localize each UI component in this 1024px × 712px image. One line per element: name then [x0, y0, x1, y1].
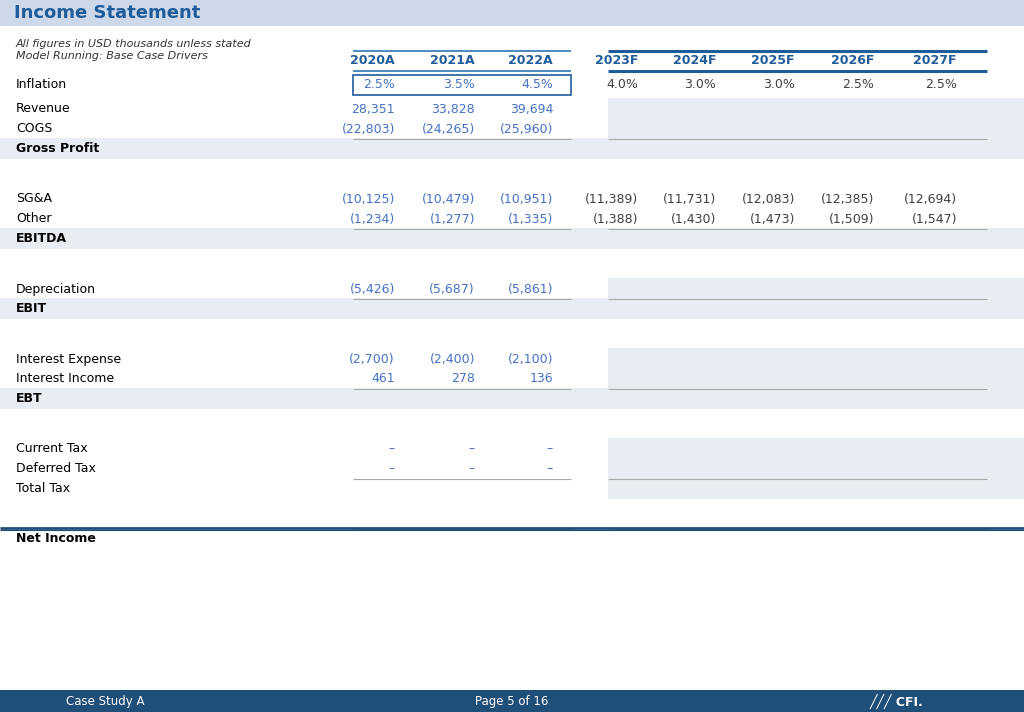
Text: (10,125): (10,125) [342, 192, 395, 206]
Text: 33,828: 33,828 [431, 103, 475, 115]
Text: Case Study A: Case Study A [66, 694, 144, 708]
Text: 2.5%: 2.5% [925, 78, 957, 92]
Text: (5,861): (5,861) [508, 283, 553, 295]
Text: Interest Expense: Interest Expense [16, 352, 121, 365]
Text: EBITDA: EBITDA [16, 233, 67, 246]
Text: Other: Other [16, 212, 51, 226]
Bar [0, 298, 1024, 319]
Text: –: – [469, 463, 475, 476]
Text: ╱╱╱ CFI.: ╱╱╱ CFI. [870, 693, 924, 708]
Text: Net Income: Net Income [16, 533, 96, 545]
Text: 2.5%: 2.5% [842, 78, 874, 92]
Text: (5,426): (5,426) [349, 283, 395, 295]
Text: 2025F: 2025F [752, 55, 795, 68]
Text: (25,960): (25,960) [500, 122, 553, 135]
Text: (2,100): (2,100) [508, 352, 553, 365]
Text: Model Running: Base Case Drivers: Model Running: Base Case Drivers [16, 51, 208, 61]
Text: Deferred Tax: Deferred Tax [16, 463, 96, 476]
Text: 2023F: 2023F [595, 55, 638, 68]
Text: (12,385): (12,385) [820, 192, 874, 206]
Text: COGS: COGS [16, 122, 52, 135]
Text: 2027F: 2027F [913, 55, 957, 68]
Bar [608, 458, 1024, 479]
Text: –: – [389, 442, 395, 456]
Text: Inflation: Inflation [16, 78, 68, 92]
Bar [608, 278, 1024, 299]
Text: (12,694): (12,694) [904, 192, 957, 206]
Text: 4.5%: 4.5% [521, 78, 553, 92]
Text: 2026F: 2026F [830, 55, 874, 68]
Text: 39,694: 39,694 [510, 103, 553, 115]
Text: –: – [547, 442, 553, 456]
Text: (1,388): (1,388) [593, 212, 638, 226]
Text: Income Statement: Income Statement [14, 4, 201, 22]
Bar [0, 0, 1024, 26]
Text: (1,473): (1,473) [750, 212, 795, 226]
Text: (1,509): (1,509) [828, 212, 874, 226]
Text: (24,265): (24,265) [422, 122, 475, 135]
Text: Current Tax: Current Tax [16, 442, 88, 456]
Text: 4.0%: 4.0% [606, 78, 638, 92]
Bar [608, 98, 1024, 119]
Text: 2024F: 2024F [673, 55, 716, 68]
Text: (22,803): (22,803) [342, 122, 395, 135]
Text: EBT: EBT [16, 392, 43, 406]
Text: 278: 278 [452, 372, 475, 385]
Text: (1,277): (1,277) [429, 212, 475, 226]
Text: All figures in USD thousands unless stated: All figures in USD thousands unless stat… [16, 39, 252, 49]
Text: (11,731): (11,731) [663, 192, 716, 206]
Bar [0, 228, 1024, 249]
Text: –: – [469, 442, 475, 456]
Bar [0, 388, 1024, 409]
Text: (1,547): (1,547) [911, 212, 957, 226]
Text: 2022A: 2022A [508, 55, 553, 68]
Text: –: – [389, 463, 395, 476]
Text: 461: 461 [372, 372, 395, 385]
Text: Page 5 of 16: Page 5 of 16 [475, 694, 549, 708]
Text: 3.0%: 3.0% [763, 78, 795, 92]
Text: 3.5%: 3.5% [443, 78, 475, 92]
Bar [0, 690, 1024, 712]
Text: Gross Profit: Gross Profit [16, 142, 99, 155]
Text: 3.0%: 3.0% [684, 78, 716, 92]
Text: 2.5%: 2.5% [364, 78, 395, 92]
Text: –: – [547, 463, 553, 476]
Bar [0, 138, 1024, 159]
Text: Depreciation: Depreciation [16, 283, 96, 295]
Text: (5,687): (5,687) [429, 283, 475, 295]
Text: (1,430): (1,430) [671, 212, 716, 226]
Bar [608, 118, 1024, 139]
Text: 136: 136 [529, 372, 553, 385]
Text: EBIT: EBIT [16, 303, 47, 315]
Bar [608, 368, 1024, 389]
Text: (2,400): (2,400) [429, 352, 475, 365]
Text: (10,479): (10,479) [422, 192, 475, 206]
Text: Interest Income: Interest Income [16, 372, 114, 385]
Text: 28,351: 28,351 [351, 103, 395, 115]
Text: Revenue: Revenue [16, 103, 71, 115]
Bar [608, 438, 1024, 459]
Text: (2,700): (2,700) [349, 352, 395, 365]
Text: (1,234): (1,234) [350, 212, 395, 226]
Text: (11,389): (11,389) [585, 192, 638, 206]
Text: (12,083): (12,083) [741, 192, 795, 206]
Text: 2021A: 2021A [430, 55, 475, 68]
Text: (1,335): (1,335) [508, 212, 553, 226]
Text: Total Tax: Total Tax [16, 483, 70, 496]
Text: (10,951): (10,951) [500, 192, 553, 206]
Text: SG&A: SG&A [16, 192, 52, 206]
Bar [608, 478, 1024, 499]
Bar [608, 348, 1024, 369]
Text: 2020A: 2020A [350, 55, 395, 68]
